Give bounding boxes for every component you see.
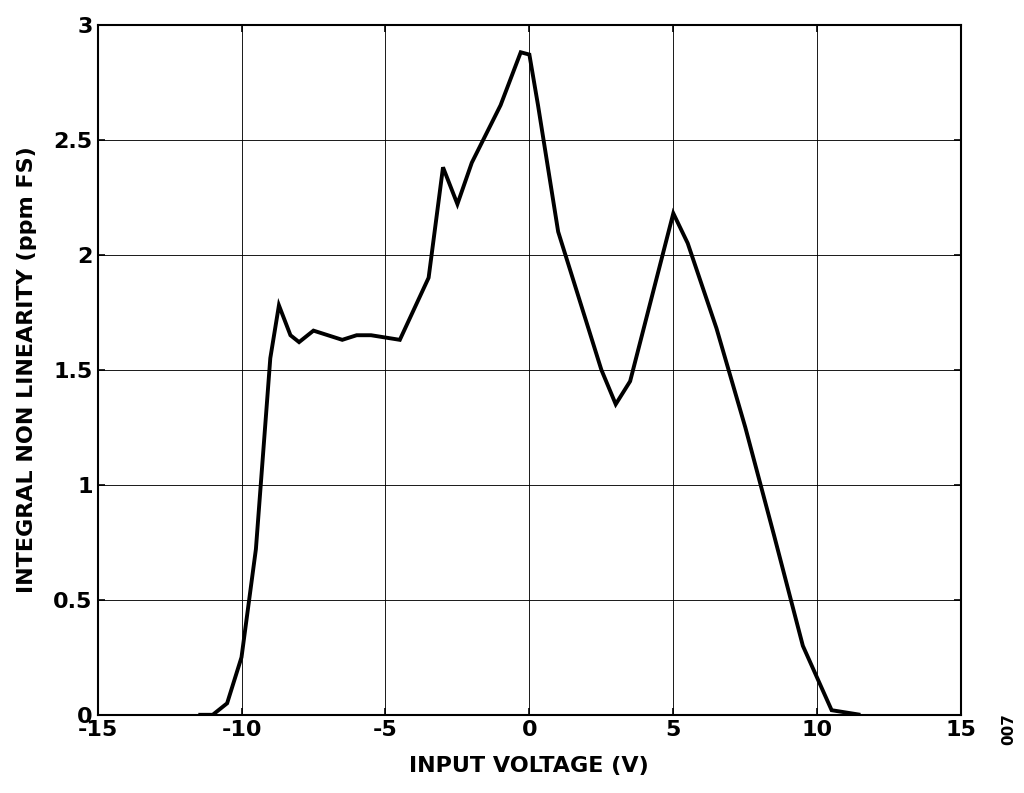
Text: 007: 007 bbox=[1001, 714, 1016, 745]
X-axis label: INPUT VOLTAGE (V): INPUT VOLTAGE (V) bbox=[410, 757, 649, 776]
Y-axis label: INTEGRAL NON LINEARITY (ppm FS): INTEGRAL NON LINEARITY (ppm FS) bbox=[16, 147, 37, 593]
